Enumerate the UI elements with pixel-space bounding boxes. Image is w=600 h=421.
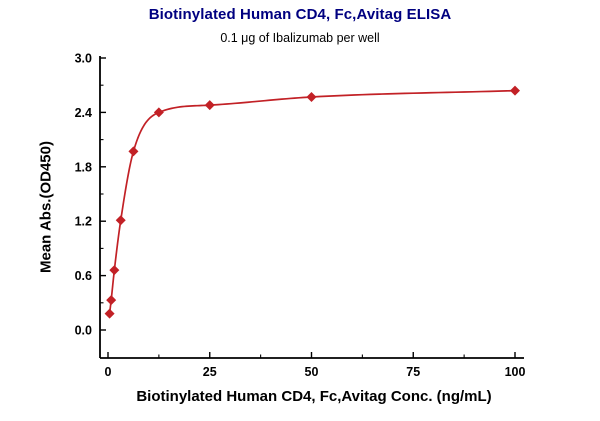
data-point-marker [115, 215, 126, 226]
data-point-marker [106, 295, 117, 306]
y-tick-label: 1.8 [75, 160, 92, 174]
x-axis-label: Biotinylated Human CD4, Fc,Avitag Conc. … [136, 388, 492, 405]
data-point-marker [153, 107, 164, 118]
y-tick-label: 1.2 [75, 215, 92, 229]
chart-title: Biotinylated Human CD4, Fc,Avitag ELISA [148, 6, 452, 23]
y-tick-label: 0.0 [75, 324, 92, 338]
y-tick-label: 3.0 [75, 52, 92, 66]
data-point-marker [128, 146, 139, 157]
x-tick-label: 0 [105, 365, 112, 379]
y-tick-label: 2.4 [75, 106, 92, 120]
x-tick-label: 100 [505, 365, 526, 379]
fit-curve [108, 89, 516, 314]
y-tick-label: 0.6 [75, 269, 92, 283]
x-tick-label: 50 [305, 365, 319, 379]
x-tick-label: 25 [203, 365, 217, 379]
data-point-marker [109, 265, 120, 276]
data-point-marker [204, 100, 215, 111]
chart-subtitle: 0.1 μg of Ibalizumab per well [220, 31, 380, 45]
data-point-marker [306, 91, 317, 102]
x-tick-label: 75 [406, 365, 420, 379]
data-point-marker [509, 85, 521, 96]
data-point-marker [104, 308, 115, 319]
